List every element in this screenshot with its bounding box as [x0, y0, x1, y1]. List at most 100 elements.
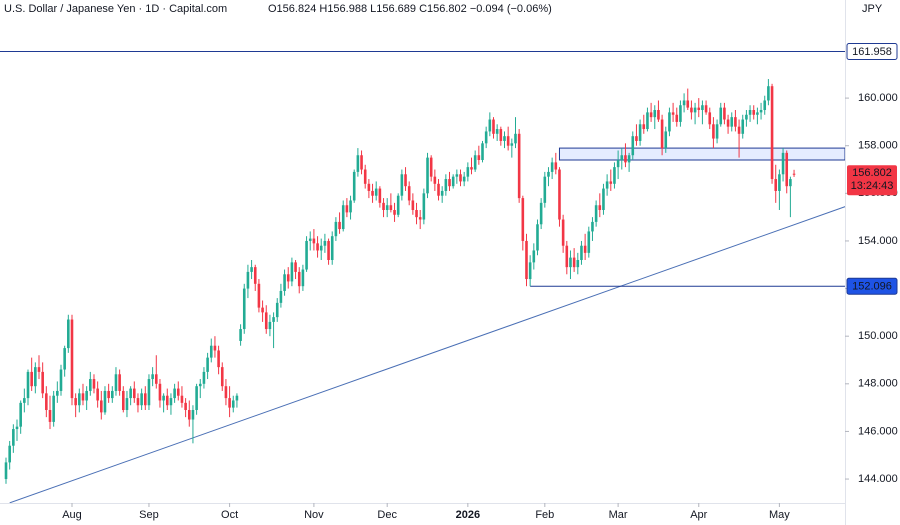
candle-body — [748, 110, 752, 115]
candle-body — [228, 398, 231, 408]
candle-body — [675, 114, 679, 122]
candle-body — [330, 236, 334, 260]
candle-body — [209, 345, 213, 358]
candle-body — [668, 112, 671, 132]
zone — [558, 147, 845, 161]
candle-body — [92, 379, 96, 389]
candle-body — [224, 386, 228, 399]
candle-body — [191, 410, 195, 420]
x-tick-label: Nov — [304, 509, 324, 521]
candle-body — [45, 393, 48, 410]
candle-body — [730, 117, 734, 127]
candle-body — [30, 371, 33, 387]
last-price-label: 156.802 — [852, 167, 892, 179]
candle-body — [165, 395, 169, 406]
candle-body — [470, 167, 473, 170]
candle-body — [539, 202, 543, 225]
candle-body — [85, 390, 88, 401]
axes: 144.000146.000148.000150.000152.000154.0… — [62, 42, 898, 521]
candle-body — [429, 157, 433, 177]
candle-body — [514, 133, 517, 144]
candle-body — [294, 262, 297, 272]
candle-body — [741, 119, 745, 134]
candle-body — [308, 238, 312, 241]
candle-body — [151, 374, 154, 380]
candle-body — [367, 183, 371, 191]
candle-body — [759, 110, 763, 113]
candle-body — [140, 393, 143, 406]
candle-body — [693, 107, 697, 113]
candle-body — [411, 200, 415, 210]
candle-body — [737, 126, 741, 134]
candle-body — [349, 200, 352, 213]
candle-body — [638, 124, 642, 141]
candle-body — [756, 112, 759, 115]
y-tick-label: 158.000 — [858, 140, 898, 152]
candle-body — [781, 152, 785, 175]
candle-body — [591, 221, 594, 232]
candle-body — [206, 357, 209, 372]
candle-body — [272, 317, 275, 322]
x-tick-label: Mar — [609, 509, 628, 521]
candle-body — [459, 174, 462, 182]
level-price-label: 152.096 — [852, 281, 892, 293]
candle-body — [660, 119, 664, 149]
candle-body — [253, 267, 257, 284]
candle-body — [56, 390, 59, 396]
candle-body — [646, 112, 649, 130]
plot-area — [0, 50, 845, 503]
candle-body — [59, 369, 63, 391]
candle-body — [345, 205, 349, 213]
trendline — [9, 206, 845, 503]
candle-body — [319, 245, 323, 251]
candle-body — [455, 174, 459, 177]
candle-body — [572, 257, 576, 268]
candle-body — [451, 176, 455, 187]
candle-body — [704, 105, 708, 113]
x-tick-label: Apr — [690, 509, 707, 521]
candle-body — [12, 429, 15, 446]
last-price-tag — [847, 165, 897, 196]
candle-body — [583, 245, 587, 253]
candle-body — [41, 371, 44, 394]
candle-body — [34, 367, 37, 387]
candle-body — [477, 155, 481, 160]
candle-body — [418, 217, 422, 220]
candle-body — [715, 124, 719, 139]
candle-body — [118, 374, 121, 391]
candle-body — [327, 240, 330, 260]
candle-body — [598, 205, 602, 210]
candle-body — [521, 198, 525, 241]
candle-body — [371, 190, 374, 196]
candle-body — [63, 348, 66, 370]
candle-body — [437, 183, 440, 196]
candle-body — [385, 205, 389, 210]
candle-body — [550, 162, 554, 172]
candle-body — [334, 221, 338, 237]
candle-body — [52, 395, 55, 422]
candle-body — [664, 131, 668, 149]
candle-body — [481, 143, 484, 160]
candle-body — [506, 136, 510, 146]
candle-body — [275, 302, 279, 318]
candle-body — [81, 393, 85, 401]
candle-body — [763, 100, 767, 110]
candle-body — [378, 188, 382, 203]
candle-body — [495, 129, 499, 134]
candle-body — [286, 274, 290, 282]
candle-body — [561, 219, 565, 246]
candle-body — [187, 410, 191, 420]
candle-body — [679, 105, 682, 122]
candle-body — [323, 240, 327, 246]
level-price-label: 161.958 — [852, 46, 892, 58]
candle-body — [488, 119, 492, 132]
candle-body — [778, 174, 781, 191]
candle-body — [635, 136, 638, 141]
candle-body — [682, 100, 686, 106]
candle-body — [492, 119, 495, 134]
candle-body — [448, 179, 451, 187]
candle-body — [4, 462, 8, 480]
candle-body — [558, 169, 561, 220]
candle-body — [103, 390, 107, 413]
